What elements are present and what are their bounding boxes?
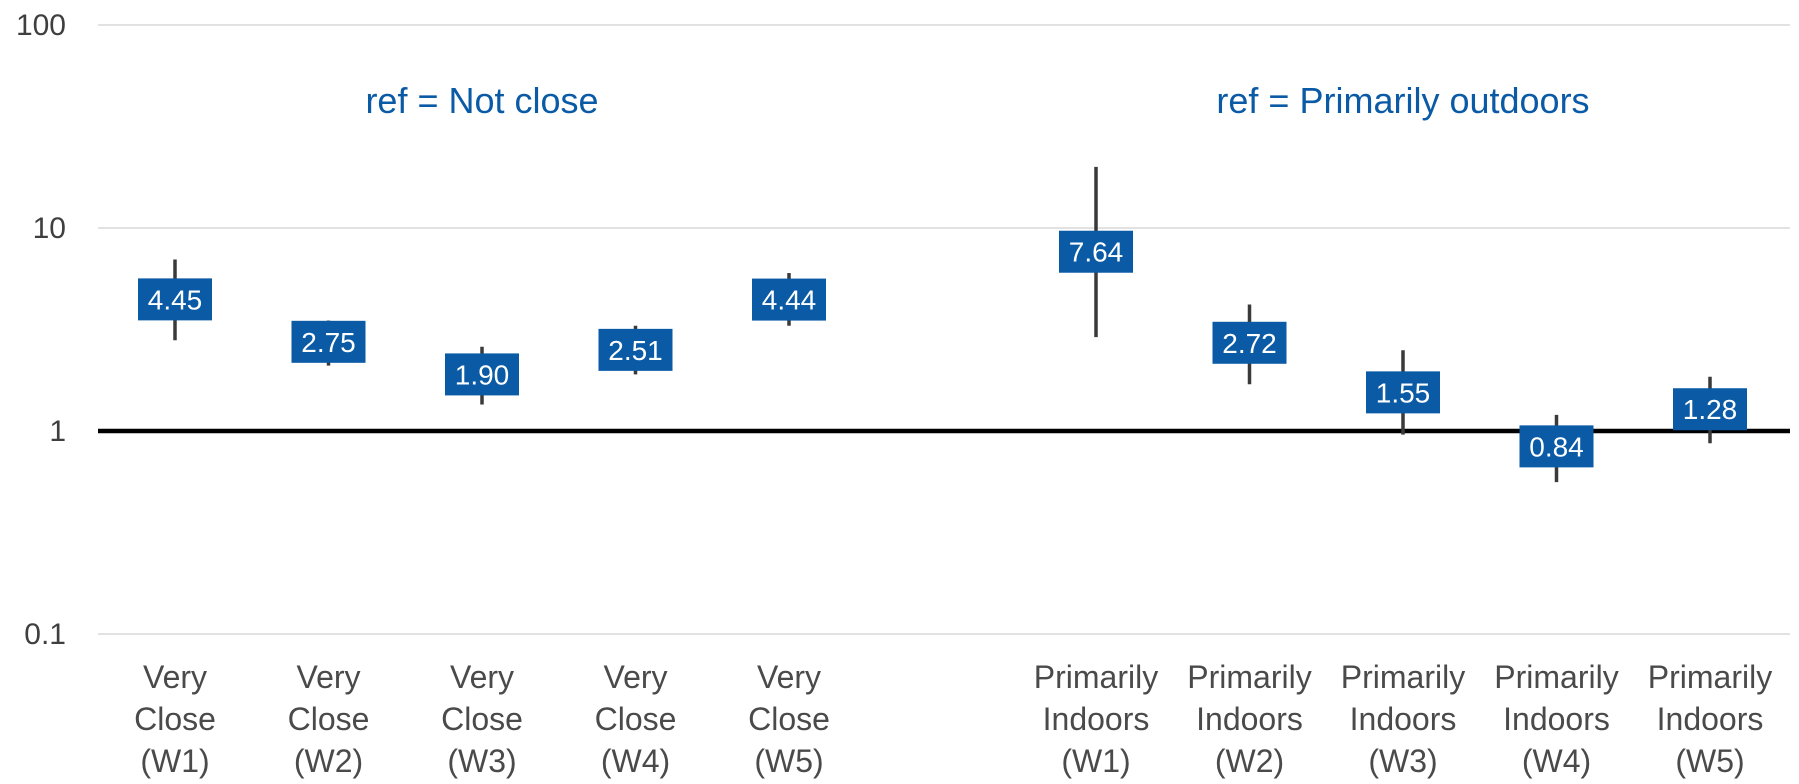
x-category-label-10: Primarily Indoors (W5) xyxy=(1648,659,1772,779)
error-bars xyxy=(173,166,1712,483)
point-box-6 xyxy=(1059,230,1133,273)
data-label-10: 1.28 xyxy=(1683,394,1738,425)
x-category-label-4: Very Close (W4) xyxy=(595,659,677,779)
point-box-9 xyxy=(1519,425,1594,468)
annotation-group-2: ref = Primarily outdoors xyxy=(1216,80,1589,121)
data-label-7: 2.72 xyxy=(1222,328,1277,359)
point-marker-10: 1.28 xyxy=(1673,388,1747,431)
point-box-10 xyxy=(1673,388,1747,431)
point-box-5 xyxy=(752,278,826,321)
point-markers: 4.45 2.75 1.90 2.51 4.44 7.64 2.72 1.55 0.84 1.28 xyxy=(138,230,1747,468)
x-axis-category-labels: Very Close (W1) Very Close (W2) Very Close (W3) V… xyxy=(134,659,1772,779)
point-box-3 xyxy=(445,353,519,396)
point-box-7 xyxy=(1212,321,1287,364)
point-box-2 xyxy=(291,320,366,363)
data-label-1: 4.45 xyxy=(148,284,203,315)
x-category-label-3: Very Close (W3) xyxy=(441,659,523,779)
y-tick-label-100: 100 xyxy=(16,9,66,42)
group-annotations: ref = Not close ref = Primarily outdoors xyxy=(365,80,1589,121)
point-marker-1: 4.45 xyxy=(138,278,212,321)
x-category-label-2: Very Close (W2) xyxy=(288,659,370,779)
point-marker-2: 2.75 xyxy=(291,320,366,363)
data-label-5: 4.44 xyxy=(762,285,817,316)
x-category-label-6: Primarily Indoors (W1) xyxy=(1034,659,1158,779)
data-label-3: 1.90 xyxy=(455,359,510,390)
y-tick-label-1: 1 xyxy=(49,415,66,448)
annotation-group-1: ref = Not close xyxy=(365,80,598,121)
x-category-label-5: Very Close (W5) xyxy=(748,659,830,779)
point-marker-4: 2.51 xyxy=(598,328,673,371)
point-box-4 xyxy=(598,328,673,371)
point-marker-5: 4.44 xyxy=(752,278,826,321)
data-label-4: 2.51 xyxy=(608,335,663,366)
x-category-label-1: Very Close (W1) xyxy=(134,659,216,779)
y-tick-label-0.1: 0.1 xyxy=(24,618,66,651)
point-box-8 xyxy=(1366,371,1440,414)
data-label-8: 1.55 xyxy=(1376,377,1431,408)
gridlines xyxy=(98,24,1790,635)
point-marker-7: 2.72 xyxy=(1212,321,1287,364)
data-label-2: 2.75 xyxy=(301,327,356,358)
y-tick-label-10: 10 xyxy=(33,212,66,245)
point-marker-3: 1.90 xyxy=(445,353,519,396)
point-marker-9: 0.84 xyxy=(1519,425,1594,468)
point-box-1 xyxy=(138,278,212,321)
y-axis-tick-labels: 0.1 1 10 100 xyxy=(16,9,66,651)
point-marker-8: 1.55 xyxy=(1366,371,1440,414)
x-category-label-9: Primarily Indoors (W4) xyxy=(1494,659,1618,779)
data-label-9: 0.84 xyxy=(1529,431,1584,462)
x-category-label-7: Primarily Indoors (W2) xyxy=(1187,659,1311,779)
x-category-label-8: Primarily Indoors (W3) xyxy=(1341,659,1465,779)
data-label-6: 7.64 xyxy=(1069,237,1124,268)
point-marker-6: 7.64 xyxy=(1059,230,1133,273)
